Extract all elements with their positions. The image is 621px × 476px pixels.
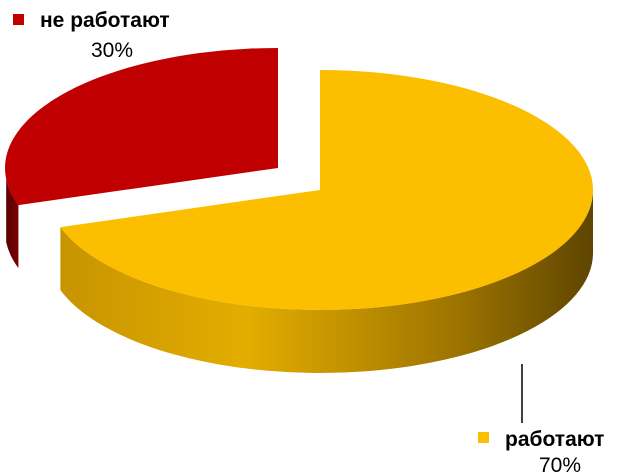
pie-slice-side-works <box>60 190 593 373</box>
label-name-works: работают <box>505 428 604 451</box>
legend-swatch-works <box>478 432 489 443</box>
label-works: работают 70% <box>478 428 604 476</box>
label-value-not-works: 30% <box>91 39 133 62</box>
pie-slice-not-works <box>5 48 279 206</box>
label-not-works: не работают 30% <box>13 9 170 62</box>
pie-slice-side-not-works <box>6 179 19 269</box>
legend-swatch-not-works <box>13 14 24 25</box>
pie-slice-works <box>60 70 594 310</box>
label-value-works: 70% <box>539 454 581 476</box>
label-name-not-works: не работают <box>40 9 170 32</box>
